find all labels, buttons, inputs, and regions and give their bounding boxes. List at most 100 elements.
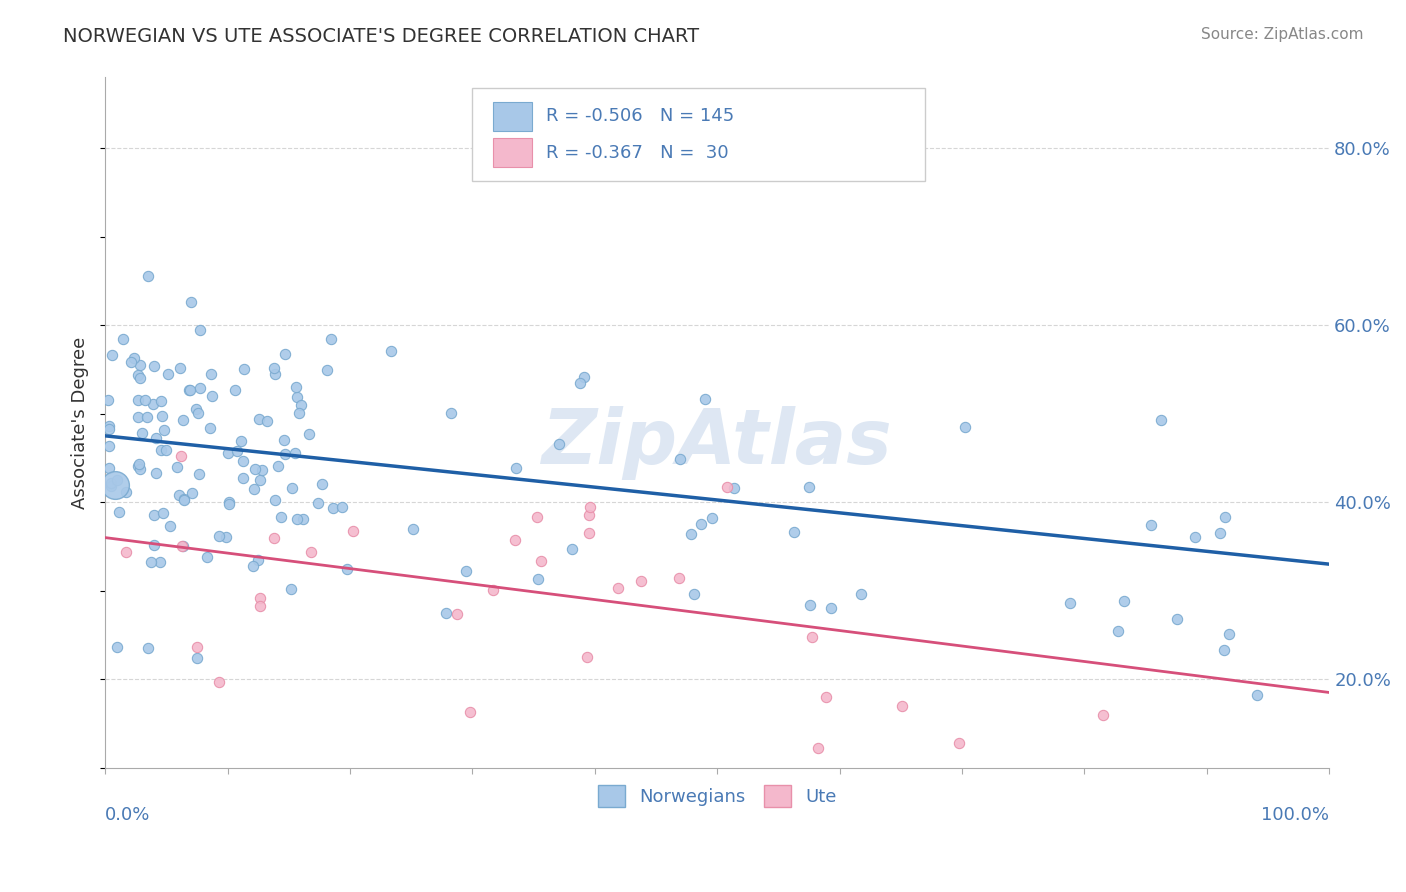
- Point: [98, 439, 121, 453]
- Point: [249, 591, 271, 606]
- Point: [98, 460, 121, 475]
- Point: [456, 565, 478, 579]
- Point: [1246, 688, 1268, 702]
- Point: [330, 500, 353, 514]
- Point: [111, 332, 134, 346]
- Point: [578, 508, 600, 522]
- Point: [669, 451, 692, 466]
- Point: [188, 323, 211, 337]
- Point: [336, 561, 359, 575]
- Point: [101, 348, 124, 362]
- Point: [232, 454, 254, 468]
- Point: [134, 392, 156, 407]
- Point: [200, 367, 222, 381]
- Point: [576, 650, 599, 665]
- Point: [208, 675, 231, 690]
- Point: [572, 370, 595, 384]
- Point: [136, 269, 159, 284]
- Point: [142, 397, 165, 411]
- Point: [458, 705, 481, 719]
- Point: [891, 699, 914, 714]
- Point: [530, 554, 553, 568]
- Point: [245, 462, 267, 476]
- Point: [1218, 627, 1240, 641]
- Point: [166, 459, 188, 474]
- Bar: [494, 102, 533, 130]
- Point: [285, 390, 308, 404]
- Point: [281, 481, 304, 495]
- Point: [1140, 518, 1163, 533]
- Point: [152, 506, 174, 520]
- Point: [814, 690, 837, 705]
- Point: [440, 406, 463, 420]
- Text: 0.0%: 0.0%: [105, 805, 150, 823]
- Point: [170, 449, 193, 463]
- Point: [700, 511, 723, 525]
- Point: [122, 351, 145, 366]
- Point: [482, 583, 505, 598]
- Point: [322, 500, 344, 515]
- Point: [561, 542, 583, 557]
- Point: [807, 741, 830, 756]
- Point: [127, 458, 149, 473]
- Point: [127, 410, 149, 425]
- Point: [1213, 643, 1236, 657]
- Point: [224, 384, 246, 398]
- Text: NORWEGIAN VS UTE ASSOCIATE'S DEGREE CORRELATION CHART: NORWEGIAN VS UTE ASSOCIATE'S DEGREE CORR…: [63, 27, 699, 45]
- Point: [1150, 413, 1173, 427]
- Y-axis label: Associate's Degree: Associate's Degree: [72, 336, 89, 508]
- Point: [290, 398, 312, 412]
- Point: [187, 406, 209, 420]
- Point: [186, 651, 208, 665]
- Point: [131, 425, 153, 440]
- Point: [267, 459, 290, 474]
- Point: [233, 362, 256, 376]
- Point: [127, 368, 149, 383]
- Point: [1112, 594, 1135, 608]
- Point: [505, 460, 527, 475]
- Point: [527, 572, 550, 586]
- Point: [249, 599, 271, 613]
- Point: [284, 446, 307, 460]
- Point: [681, 527, 703, 541]
- Point: [434, 606, 457, 620]
- Point: [149, 442, 172, 457]
- Point: [218, 495, 240, 509]
- Point: [274, 447, 297, 461]
- Point: [127, 392, 149, 407]
- Point: [1166, 612, 1188, 626]
- Point: [105, 640, 128, 655]
- Text: R = -0.367   N =  30: R = -0.367 N = 30: [546, 144, 728, 161]
- Point: [316, 363, 339, 377]
- Point: [1107, 624, 1129, 638]
- Point: [1213, 510, 1236, 524]
- Point: [301, 544, 323, 558]
- Point: [173, 491, 195, 506]
- Bar: [494, 138, 533, 167]
- Point: [288, 406, 311, 420]
- Text: R = -0.506   N = 145: R = -0.506 N = 145: [546, 107, 734, 125]
- Point: [256, 414, 278, 428]
- Point: [1209, 526, 1232, 541]
- Point: [173, 493, 195, 508]
- Point: [249, 473, 271, 487]
- Point: [141, 555, 163, 569]
- Point: [446, 607, 468, 621]
- Point: [569, 376, 592, 390]
- Point: [292, 512, 315, 526]
- Point: [98, 418, 121, 433]
- Point: [503, 533, 526, 547]
- Point: [1184, 530, 1206, 544]
- Text: ZipAtlas: ZipAtlas: [541, 406, 893, 480]
- Point: [201, 389, 224, 403]
- Point: [682, 587, 704, 601]
- Point: [342, 524, 364, 539]
- Point: [169, 361, 191, 376]
- Point: [148, 556, 170, 570]
- Point: [226, 443, 249, 458]
- Point: [143, 508, 166, 523]
- Point: [273, 434, 295, 448]
- Point: [380, 344, 402, 359]
- Legend: Norwegians, Ute: Norwegians, Ute: [591, 778, 844, 814]
- Point: [723, 482, 745, 496]
